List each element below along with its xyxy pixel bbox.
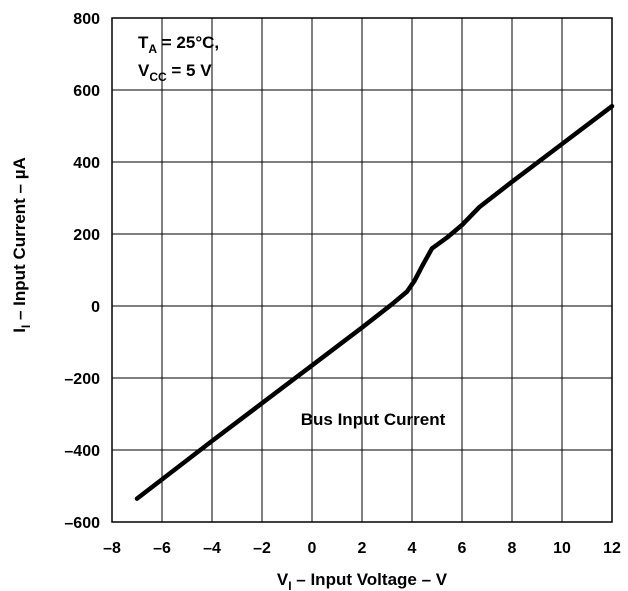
y-tick-label: –400 [64, 443, 100, 460]
y-tick-label: 800 [73, 11, 100, 28]
x-tick-label: 10 [553, 540, 571, 557]
x-tick-label: 8 [508, 540, 517, 557]
grid-lines [111, 17, 613, 523]
y-axis-title: II – Input Current – µA [10, 157, 33, 333]
x-tick-label: 0 [308, 540, 317, 557]
x-tick-label: –2 [253, 540, 271, 557]
plot-frame [111, 17, 613, 523]
condition-ta: TA = 25°C, [138, 33, 219, 56]
curve-label: Bus Input Current [301, 410, 446, 429]
x-tick-label: –4 [203, 540, 221, 557]
x-tick-label: 6 [458, 540, 467, 557]
x-tick-label: –6 [153, 540, 171, 557]
y-tick-label: –200 [64, 371, 100, 388]
y-tick-label: 400 [73, 155, 100, 172]
x-tick-label: 4 [408, 540, 417, 557]
y-tick-label: 600 [73, 83, 100, 100]
series-line-bus-input-current [134, 103, 615, 501]
y-tick-label: 200 [73, 227, 100, 244]
x-tick-label: –8 [103, 540, 121, 557]
y-tick-labels: –600 –400 –200 0 200 400 600 800 [64, 11, 100, 532]
condition-vcc: VCC = 5 V [138, 61, 212, 84]
x-tick-label: 2 [358, 540, 367, 557]
x-tick-labels: –8 –6 –4 –2 0 2 4 6 8 10 12 [103, 540, 621, 557]
x-axis-title: VI – Input Voltage – V [277, 570, 448, 591]
y-tick-label: 0 [91, 299, 100, 316]
x-tick-label: 12 [603, 540, 621, 557]
y-tick-label: –600 [64, 515, 100, 532]
